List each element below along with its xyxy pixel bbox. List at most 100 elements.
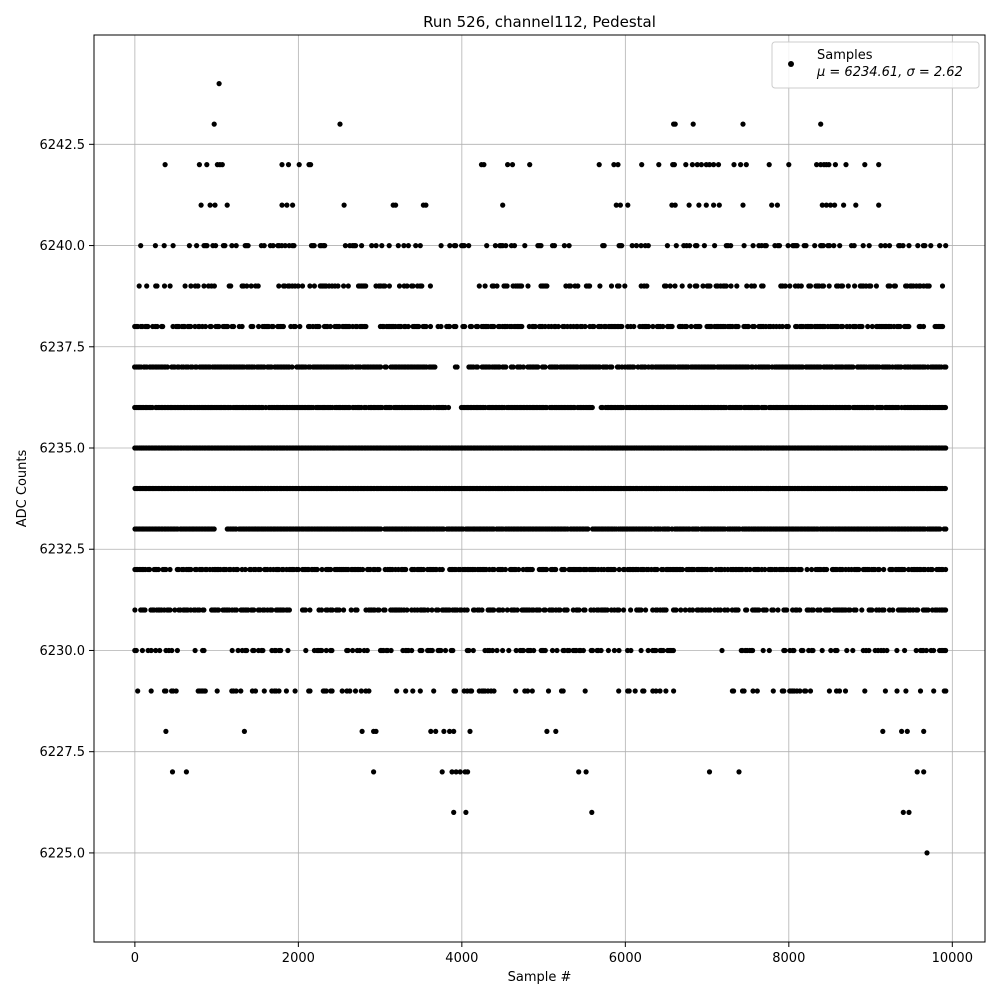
- data-point: [251, 647, 257, 654]
- data-point: [881, 607, 887, 613]
- data-point: [924, 850, 930, 856]
- data-point: [188, 283, 194, 289]
- data-point: [233, 688, 239, 694]
- data-point: [319, 566, 325, 573]
- data-point: [347, 688, 353, 694]
- data-point: [211, 283, 217, 289]
- data-point: [576, 607, 582, 613]
- scatter-points: [132, 81, 949, 856]
- data-point: [707, 607, 713, 613]
- data-point: [525, 283, 531, 289]
- data-point: [204, 243, 210, 249]
- data-point: [167, 283, 173, 289]
- data-point: [323, 688, 329, 694]
- data-point: [560, 688, 566, 694]
- data-point: [405, 243, 411, 249]
- data-point: [463, 809, 469, 816]
- data-point: [428, 728, 434, 735]
- data-point: [931, 688, 937, 694]
- data-point: [628, 607, 634, 613]
- data-point: [583, 769, 589, 775]
- data-point: [860, 243, 866, 249]
- data-point: [701, 243, 708, 249]
- data-point: [348, 607, 354, 613]
- data-point: [781, 688, 787, 694]
- data-point: [631, 323, 637, 330]
- data-point: [285, 162, 292, 168]
- data-point: [834, 647, 840, 654]
- data-point: [775, 607, 781, 613]
- data-point: [282, 243, 288, 249]
- data-point: [341, 202, 347, 208]
- data-point: [379, 243, 385, 249]
- data-point: [302, 607, 309, 613]
- data-point: [323, 647, 329, 654]
- data-point: [715, 162, 722, 168]
- data-point: [899, 728, 905, 735]
- data-point: [248, 283, 254, 289]
- data-point: [779, 323, 786, 330]
- data-point: [803, 243, 809, 249]
- data-point: [850, 647, 856, 654]
- data-point: [818, 121, 824, 127]
- data-point: [836, 688, 843, 694]
- data-point: [660, 647, 666, 654]
- data-point: [364, 647, 370, 654]
- data-point: [751, 283, 758, 289]
- data-point: [869, 607, 875, 613]
- data-point: [378, 526, 384, 532]
- data-point: [366, 688, 372, 694]
- data-point: [504, 283, 510, 289]
- data-point: [638, 647, 644, 654]
- data-point: [921, 728, 927, 735]
- data-point: [663, 283, 669, 289]
- y-tick-label: 6237.5: [40, 340, 86, 355]
- data-point: [491, 688, 497, 694]
- data-point: [373, 728, 379, 735]
- data-point: [201, 283, 207, 289]
- data-point: [568, 283, 574, 289]
- data-point: [852, 283, 858, 289]
- data-point: [188, 566, 194, 573]
- data-point: [481, 162, 487, 168]
- data-point: [363, 283, 369, 289]
- data-point: [170, 243, 176, 249]
- data-point: [261, 688, 267, 694]
- data-point: [703, 202, 709, 208]
- data-point: [465, 769, 471, 775]
- x-tick-label: 8000: [772, 951, 805, 966]
- data-point: [519, 283, 525, 289]
- data-point: [204, 162, 210, 168]
- data-point: [328, 566, 334, 573]
- data-point: [694, 162, 700, 168]
- data-point: [706, 162, 713, 168]
- data-point: [810, 647, 816, 654]
- data-point: [653, 688, 659, 694]
- data-point: [820, 283, 827, 289]
- data-point: [520, 647, 527, 654]
- data-point: [154, 283, 160, 289]
- data-point: [611, 647, 618, 654]
- data-point: [429, 607, 435, 613]
- data-point: [591, 323, 597, 330]
- data-point: [819, 647, 825, 654]
- data-point: [276, 688, 282, 694]
- data-point: [339, 688, 345, 694]
- data-point: [728, 243, 734, 249]
- data-point: [736, 769, 742, 775]
- data-point: [500, 607, 506, 613]
- data-point: [441, 728, 447, 735]
- data-point: [694, 243, 700, 249]
- data-point: [751, 323, 757, 330]
- data-point: [798, 566, 804, 573]
- data-point: [731, 162, 737, 168]
- data-point: [616, 566, 622, 573]
- data-point: [453, 769, 459, 775]
- data-point: [529, 688, 535, 694]
- data-point: [139, 647, 145, 654]
- data-point: [831, 243, 837, 249]
- data-point: [438, 647, 444, 654]
- data-point: [712, 243, 718, 249]
- data-point: [222, 243, 228, 249]
- data-point: [469, 323, 475, 330]
